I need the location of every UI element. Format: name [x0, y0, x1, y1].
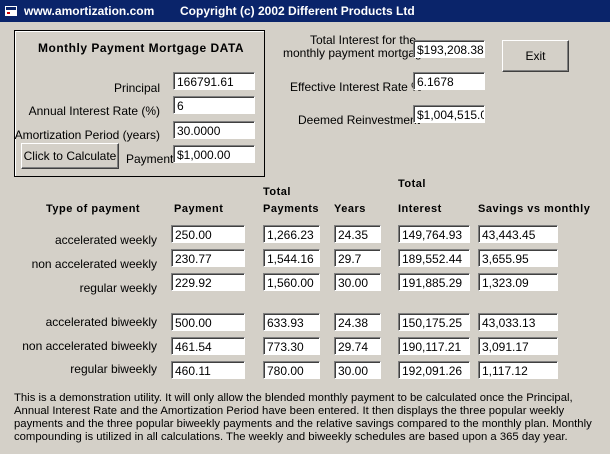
title-bar: www.amortization.com Copyright (c) 2002 …: [0, 0, 610, 22]
savings-cell: 1,323.09: [478, 273, 558, 291]
total-interest-cell: 191,885.29: [398, 273, 470, 291]
payment-output: $1,000.00: [173, 145, 255, 163]
years-cell: 29.74: [334, 337, 381, 355]
payment-cell: 229.92: [171, 273, 245, 291]
total-payments-cell: 773.30: [263, 337, 320, 355]
col-total-interest-header-1: Total: [398, 178, 426, 190]
years-cell: 24.38: [334, 313, 381, 331]
payment-cell: 460.11: [171, 361, 245, 379]
deemed-reinvestment-output: $1,004,515.0: [413, 105, 485, 123]
row-label-regular-biweekly: regular biweekly: [70, 362, 157, 376]
col-total-payments-header-2: Payments: [263, 203, 319, 215]
total-payments-cell: 1,266.23: [263, 225, 320, 243]
title-copyright: Copyright (c) 2002 Different Products Lt…: [180, 4, 415, 18]
payment-label: Payment: [126, 152, 174, 166]
total-interest-cell: 192,091.26: [398, 361, 470, 379]
total-payments-cell: 1,560.00: [263, 273, 320, 291]
payment-cell: 230.77: [171, 249, 245, 267]
payment-cell: 500.00: [171, 313, 245, 331]
savings-cell: 1,117.12: [478, 361, 558, 379]
effective-rate-label: Effective Interest Rate %: [290, 80, 422, 94]
payment-cell: 250.00: [171, 225, 245, 243]
years-cell: 29.7: [334, 249, 381, 267]
col-total-interest-header-2: Interest: [398, 203, 442, 215]
total-interest-cell: 149,764.93: [398, 225, 470, 243]
savings-cell: 43,033.13: [478, 313, 558, 331]
row-label-accelerated-biweekly: accelerated biweekly: [45, 315, 157, 329]
total-interest-output: $193,208.38: [413, 40, 485, 58]
exit-button[interactable]: Exit: [502, 40, 569, 72]
total-interest-label-1: Total Interest for the: [310, 33, 417, 47]
savings-cell: 43,443.45: [478, 225, 558, 243]
period-label: Amortization Period (years): [14, 128, 160, 142]
total-payments-cell: 633.93: [263, 313, 320, 331]
mortgage-data-frame: [14, 30, 265, 177]
col-total-payments-header-1: Total: [263, 186, 291, 198]
app-icon: [5, 6, 17, 16]
total-interest-label-2: monthly payment mortgage: [283, 46, 429, 60]
calculate-button[interactable]: Click to Calculate: [21, 143, 119, 169]
effective-rate-output: 6.1678: [413, 72, 485, 90]
period-input[interactable]: 30.0000: [173, 121, 255, 139]
payment-cell: 461.54: [171, 337, 245, 355]
rate-label: Annual Interest Rate (%): [28, 104, 160, 118]
row-label-non-accelerated-weekly: non accelerated weekly: [31, 257, 157, 271]
row-label-non-accelerated-biweekly: non accelerated biweekly: [22, 339, 157, 353]
total-interest-cell: 150,175.25: [398, 313, 470, 331]
total-payments-cell: 780.00: [263, 361, 320, 379]
row-label-regular-weekly: regular weekly: [79, 281, 157, 295]
years-cell: 30.00: [334, 273, 381, 291]
row-label-accelerated-weekly: accelerated weekly: [54, 233, 157, 247]
total-interest-cell: 189,552.44: [398, 249, 470, 267]
col-payment-header: Payment: [174, 203, 224, 215]
deemed-reinvestment-label: Deemed Reinvestment: [298, 113, 421, 127]
savings-cell: 3,091.17: [478, 337, 558, 355]
mortgage-data-title: Monthly Payment Mortgage DATA: [38, 41, 245, 55]
total-interest-cell: 190,117.21: [398, 337, 470, 355]
col-type-header: Type of payment: [46, 203, 141, 215]
principal-label: Principal: [113, 81, 160, 95]
years-cell: 30.00: [334, 361, 381, 379]
title-site: www.amortization.com: [24, 4, 155, 18]
savings-cell: 3,655.95: [478, 249, 558, 267]
principal-input[interactable]: 166791.61: [173, 72, 255, 90]
rate-input[interactable]: 6: [173, 96, 255, 114]
col-years-header: Years: [334, 203, 366, 215]
description-text: This is a demonstration utility. It will…: [14, 392, 592, 443]
col-savings-header: Savings vs monthly: [478, 203, 591, 215]
total-payments-cell: 1,544.16: [263, 249, 320, 267]
years-cell: 24.35: [334, 225, 381, 243]
